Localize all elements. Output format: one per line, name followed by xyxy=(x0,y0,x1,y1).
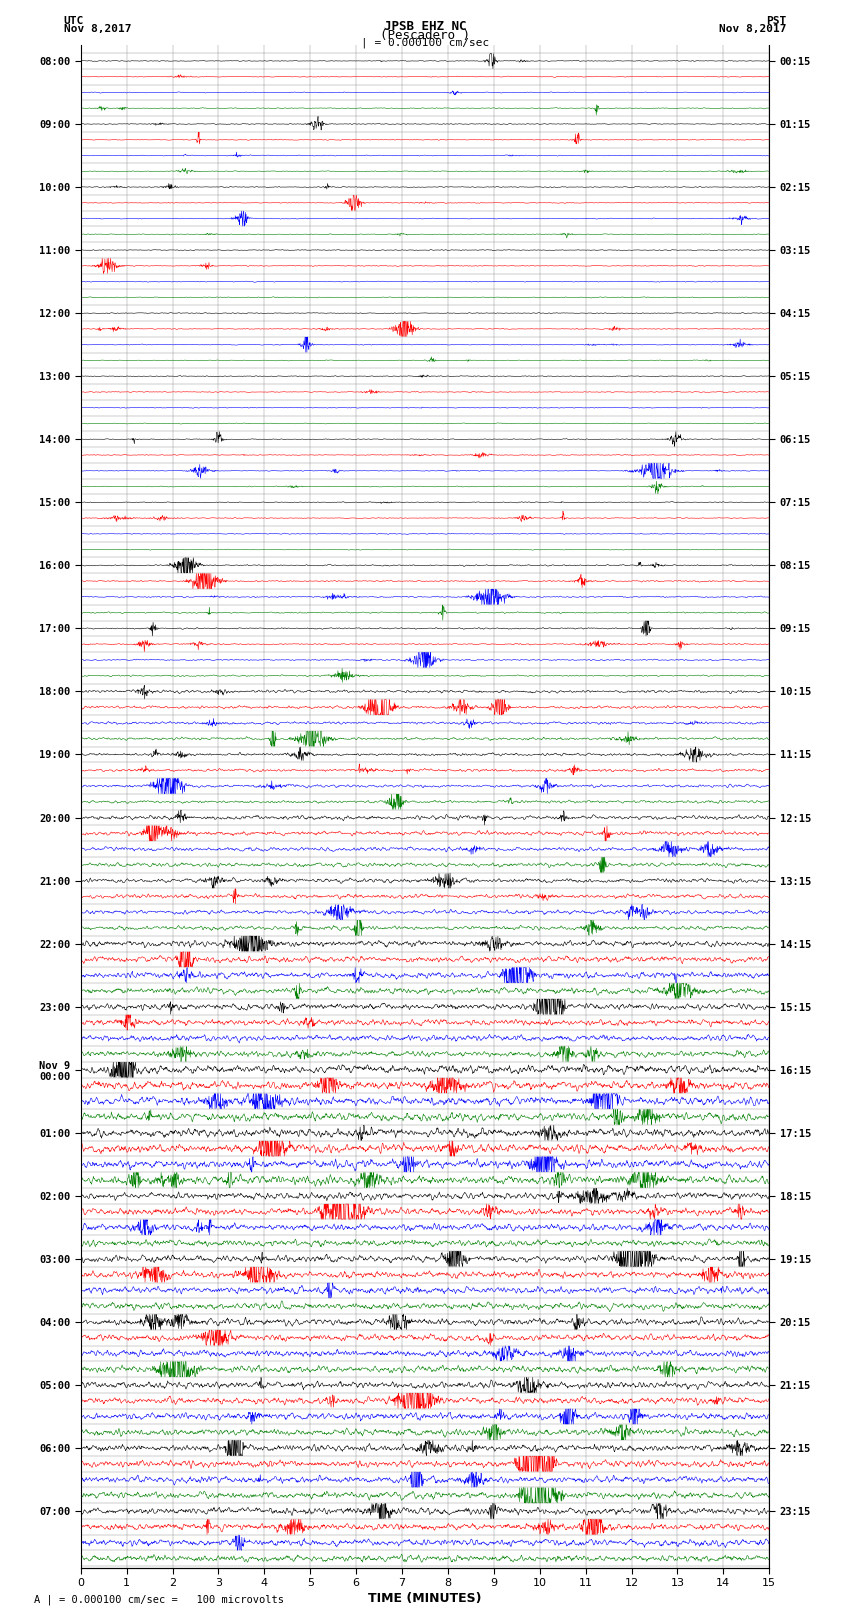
Text: Nov 8,2017: Nov 8,2017 xyxy=(719,24,786,34)
Text: JPSB EHZ NC: JPSB EHZ NC xyxy=(383,19,467,34)
Text: A | = 0.000100 cm/sec =   100 microvolts: A | = 0.000100 cm/sec = 100 microvolts xyxy=(34,1594,284,1605)
Text: PST: PST xyxy=(766,16,786,26)
Text: (Pescadero ): (Pescadero ) xyxy=(380,29,470,42)
X-axis label: TIME (MINUTES): TIME (MINUTES) xyxy=(368,1592,482,1605)
Text: | = 0.000100 cm/sec: | = 0.000100 cm/sec xyxy=(361,37,489,48)
Text: UTC: UTC xyxy=(64,16,84,26)
Text: Nov 8,2017: Nov 8,2017 xyxy=(64,24,131,34)
